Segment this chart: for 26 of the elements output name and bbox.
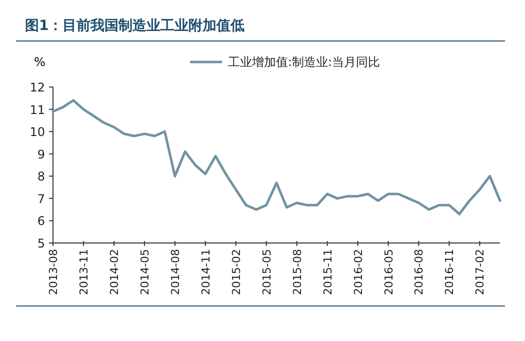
y-tick-label: 11: [30, 102, 45, 117]
x-tick-label: 2015-11: [321, 249, 334, 295]
x-tick-label: 2015-08: [290, 249, 304, 295]
x-tick-label: 2015-02: [230, 249, 243, 295]
y-tick-label: 9: [37, 147, 45, 162]
x-tick-label: 2016-08: [412, 249, 426, 295]
x-tick-label: 2016-02: [352, 249, 365, 295]
x-tick-label: 2013-08: [47, 249, 60, 295]
x-tick-label: 2016-05: [382, 249, 396, 295]
x-tick-label: 2015-05: [260, 249, 274, 295]
y-tick-label: 12: [30, 80, 45, 94]
y-tick-label: 6: [37, 214, 45, 228]
x-tick-label: 2013-11: [77, 249, 90, 295]
y-axis-title: %: [34, 55, 46, 69]
x-tick-label: 2014-11: [199, 249, 212, 295]
x-tick-label: 2016-11: [443, 249, 456, 295]
x-tick-label: 2017-02: [474, 249, 487, 295]
y-tick-label: 7: [37, 192, 45, 206]
title: 图1：目前我国制造业工业附加值低: [25, 18, 245, 34]
y-tick-label: 5: [37, 236, 45, 250]
x-tick-label: 2014-08: [168, 249, 182, 295]
y-tick-label: 10: [30, 125, 45, 140]
legend-label: 工业增加值:制造业:当月同比: [228, 55, 380, 69]
y-tick-label: 8: [37, 170, 45, 184]
x-tick-label: 2014-02: [108, 249, 121, 295]
x-tick-label: 2014-05: [138, 249, 152, 295]
